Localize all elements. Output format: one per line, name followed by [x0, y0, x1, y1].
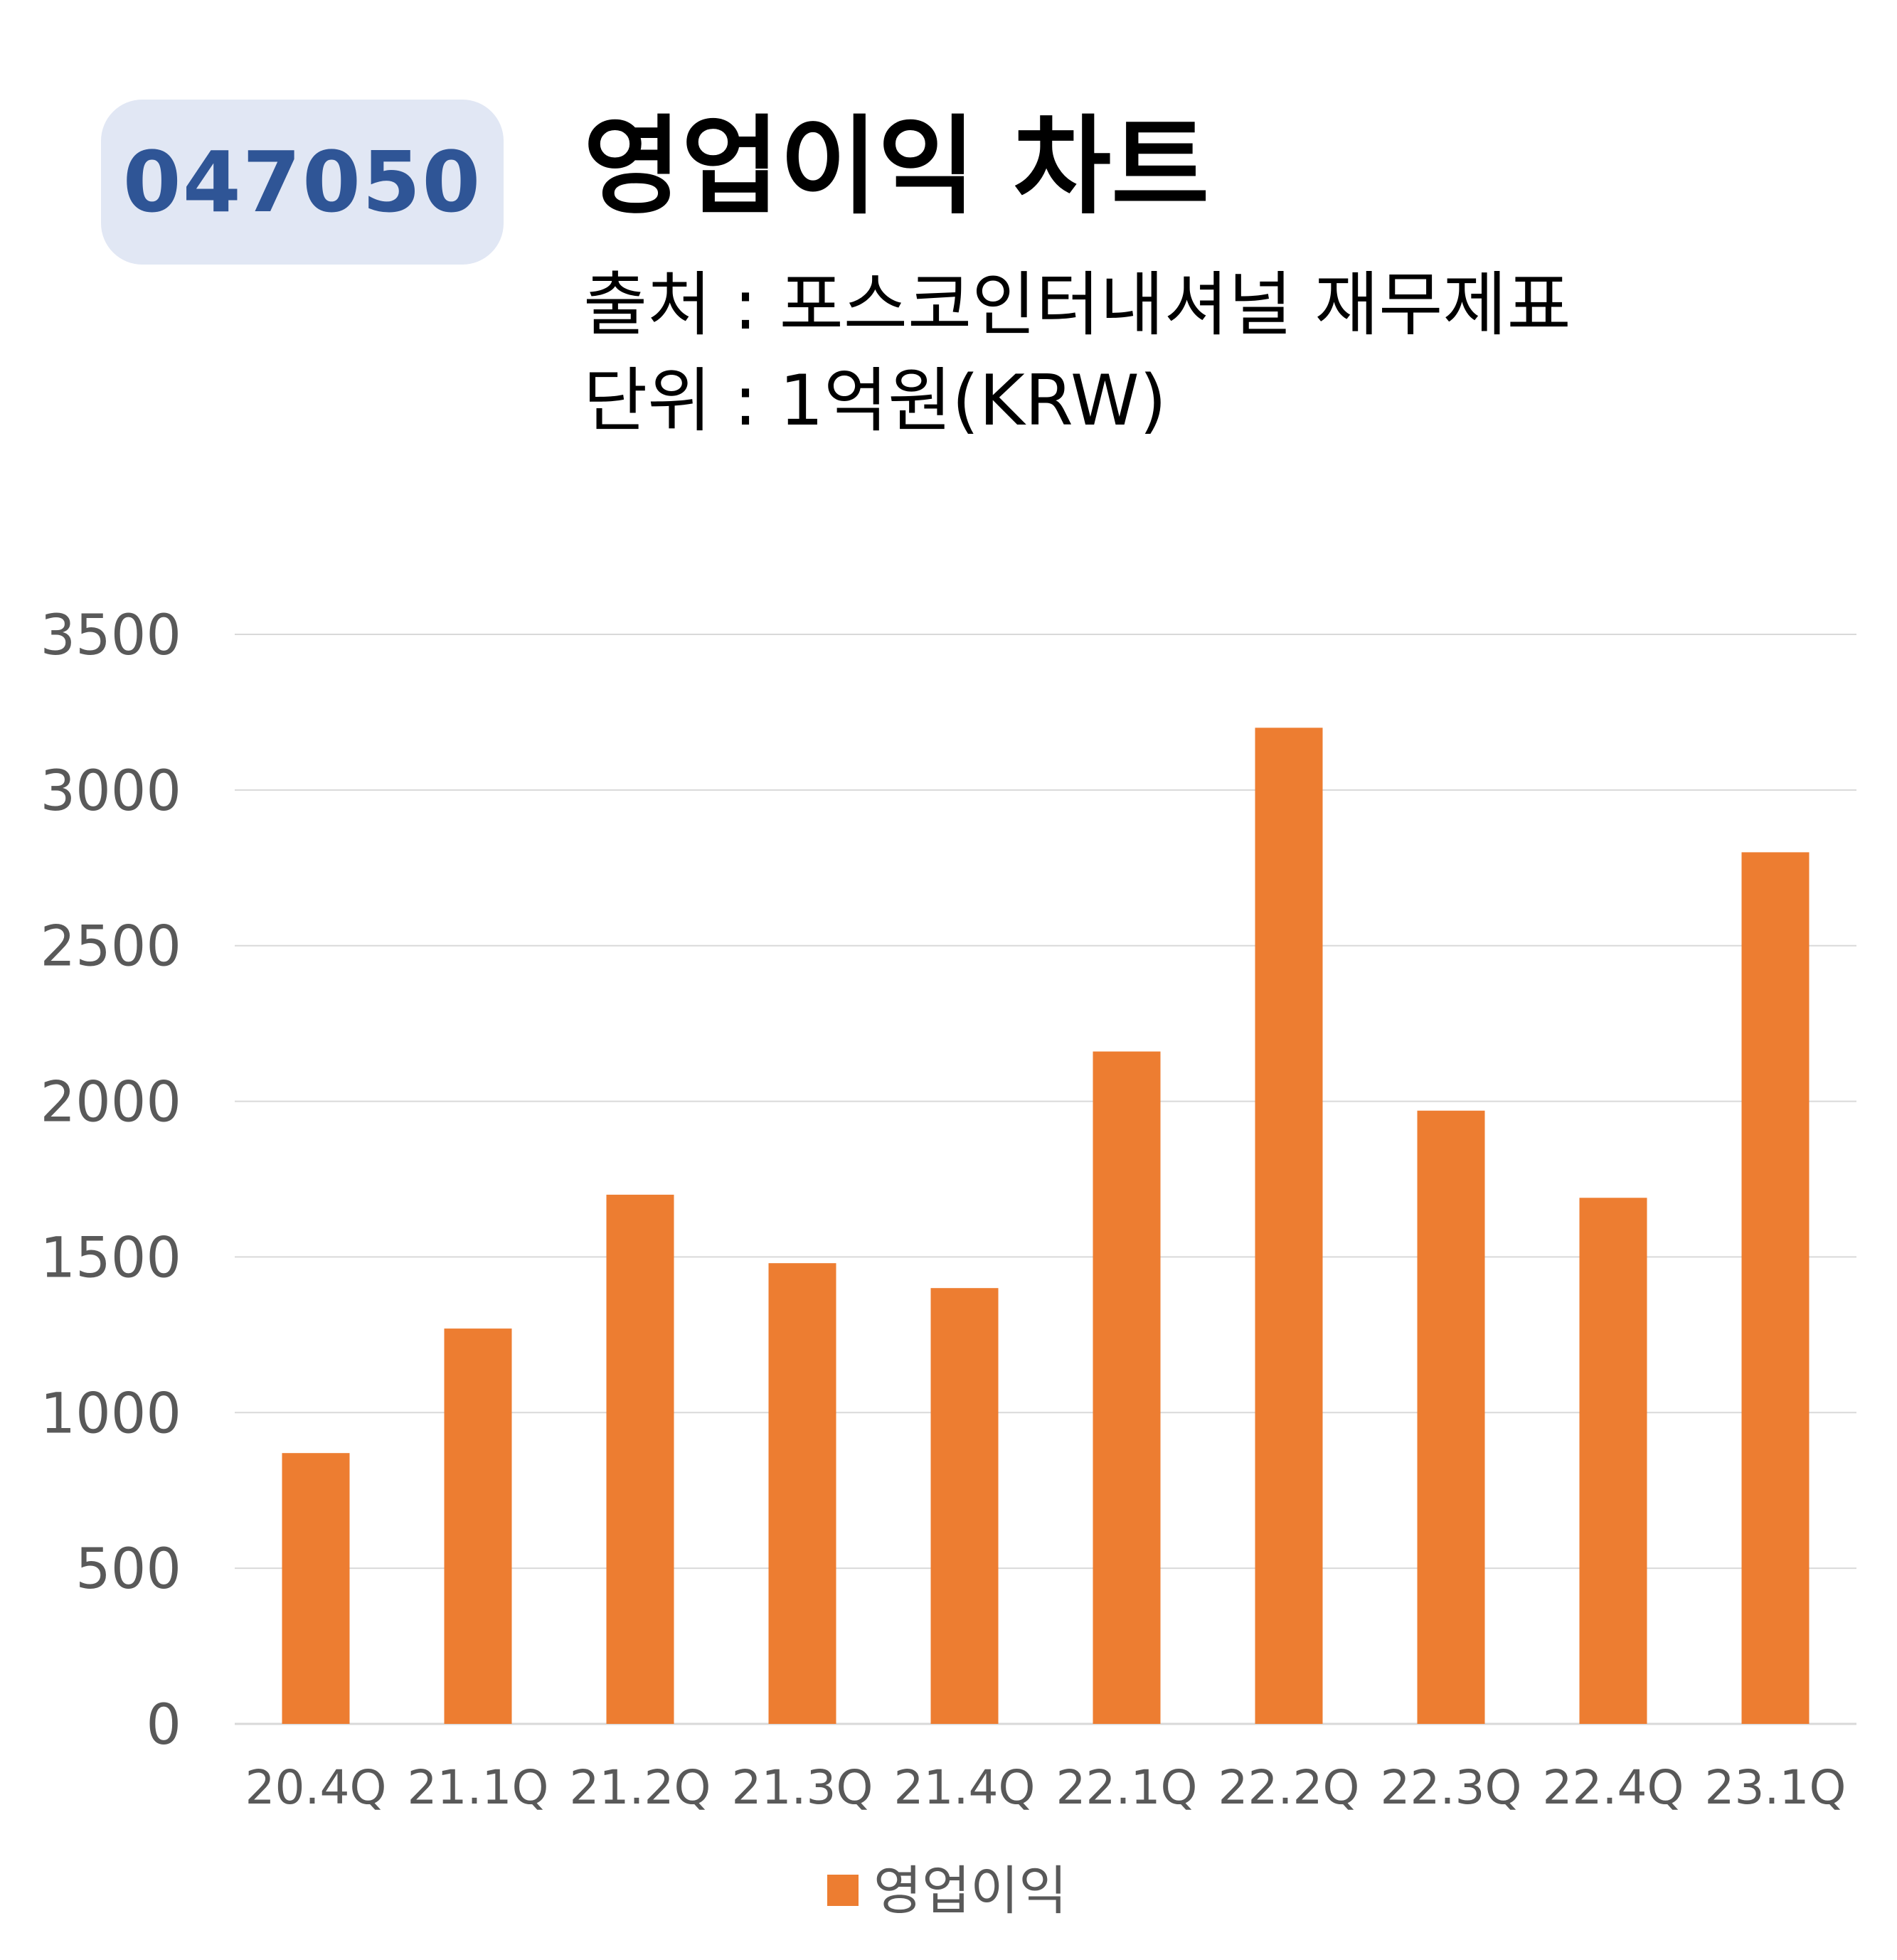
bar [1093, 1051, 1161, 1724]
bar [282, 1453, 350, 1724]
x-axis-ticks: 20.4Q 21.1Q 21.2Q 21.3Q 21.4Q 22.1Q 22.2Q 22.3Q… [245, 1760, 1846, 1815]
grid-lines [235, 634, 1856, 1725]
legend: 영업이익 [827, 1860, 1067, 1922]
y-tick-label: 1500 [40, 1226, 181, 1290]
y-tick-label: 500 [75, 1538, 181, 1602]
x-tick-label: 22.4Q [1543, 1760, 1684, 1815]
y-tick-label: 2000 [40, 1071, 181, 1135]
x-tick-label: 23.1Q [1705, 1760, 1846, 1815]
y-tick-label: 3500 [40, 604, 181, 668]
bar-series [282, 728, 1810, 1725]
y-tick-label: 3000 [40, 760, 181, 824]
x-tick-label: 22.2Q [1218, 1760, 1360, 1815]
source-label: 출처 : 포스코인터내셔널 재무제표 [583, 265, 1571, 346]
bar [1741, 852, 1810, 1724]
bar [768, 1263, 836, 1724]
x-tick-label: 21.1Q [408, 1760, 549, 1815]
y-tick-label: 0 [146, 1693, 181, 1757]
y-tick-label: 1000 [40, 1382, 181, 1446]
unit-label: 단위 : 1억원(KRW) [583, 361, 1167, 442]
bar [444, 1328, 512, 1724]
x-tick-label: 20.4Q [245, 1760, 387, 1815]
legend-label: 영업이익 [873, 1860, 1067, 1922]
x-tick-label: 21.3Q [732, 1760, 873, 1815]
x-tick-label: 22.3Q [1381, 1760, 1522, 1815]
chart-title: 영업이익 차트 [583, 105, 1210, 229]
y-axis-ticks: 0 500 1000 1500 2000 2500 3000 3500 [40, 604, 181, 1757]
ticker-badge: 047050 [101, 100, 504, 265]
legend-swatch [827, 1875, 859, 1906]
bar [930, 1288, 999, 1724]
x-tick-label: 21.2Q [570, 1760, 711, 1815]
x-tick-label: 21.4Q [894, 1760, 1036, 1815]
y-tick-label: 2500 [40, 915, 181, 979]
bar [606, 1194, 674, 1724]
ticker-code: 047050 [122, 133, 482, 231]
x-tick-label: 22.1Q [1056, 1760, 1198, 1815]
bar [1579, 1198, 1647, 1724]
bar [1417, 1110, 1485, 1724]
bar [1255, 728, 1323, 1725]
